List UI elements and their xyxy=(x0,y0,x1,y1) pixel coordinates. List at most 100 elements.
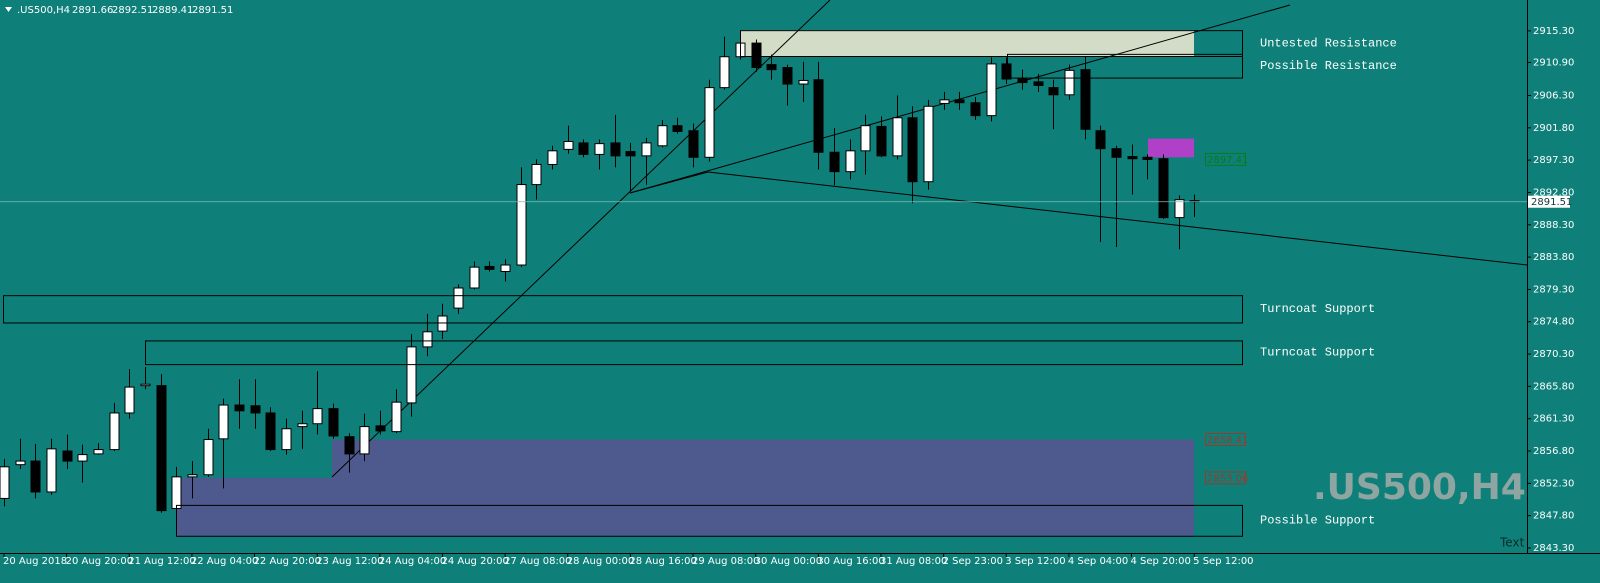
candle-body xyxy=(484,265,495,270)
candle-body xyxy=(1111,148,1122,158)
x-tick-label: 22 Aug 04:00 xyxy=(191,556,258,567)
candle-body xyxy=(437,315,448,332)
y-tick-label: 2865.80 xyxy=(1533,381,1574,392)
x-tick-label: 4 Sep 04:00 xyxy=(1068,556,1128,567)
y-tick-label: 2879.30 xyxy=(1533,284,1574,295)
x-tick-label: 21 Aug 12:00 xyxy=(128,556,195,567)
zone-box xyxy=(1007,53,1243,79)
corner-text[interactable]: Text xyxy=(1499,536,1525,550)
ohlc-open: 2891.66 xyxy=(72,5,113,16)
candle-body xyxy=(986,63,997,117)
candle-body xyxy=(845,150,856,173)
candle-body xyxy=(375,425,386,432)
candle-body xyxy=(531,163,542,186)
y-tick-label: 2883.80 xyxy=(1533,252,1574,263)
level-box xyxy=(1205,152,1246,166)
candle-body xyxy=(281,428,292,451)
trend-line xyxy=(629,171,709,194)
candle-body xyxy=(813,79,824,153)
bid-box xyxy=(1528,195,1570,208)
level-box xyxy=(1205,432,1246,446)
trend-line xyxy=(707,171,1528,266)
candle-body xyxy=(610,142,621,157)
y-tick-label: 2856.80 xyxy=(1533,446,1574,457)
zone-label: Possible Support xyxy=(1260,513,1375,527)
candle-body xyxy=(328,408,339,437)
ohlc-low: 2889.41 xyxy=(152,5,193,16)
candle-body xyxy=(751,42,762,69)
level-box xyxy=(1205,471,1246,485)
candle-body xyxy=(578,142,589,155)
zone-box xyxy=(176,504,1243,537)
candle-body xyxy=(406,346,417,404)
x-tick-label: 28 Aug 16:00 xyxy=(629,556,696,567)
x-tick-label: 2 Sep 23:00 xyxy=(943,556,1003,567)
candle-body xyxy=(62,450,73,462)
candle-body xyxy=(672,125,683,132)
candle-body xyxy=(0,466,10,499)
zone-label: Turncoat Support xyxy=(1260,302,1375,316)
zone-label: Possible Resistance xyxy=(1260,59,1397,73)
candle-body xyxy=(391,401,402,433)
candle-body xyxy=(187,474,198,478)
x-tick-label: 24 Aug 04:00 xyxy=(379,556,446,567)
zone-box xyxy=(145,340,1243,366)
level-label: 2858.41 xyxy=(1207,435,1248,446)
zone-label: Untested Resistance xyxy=(1260,36,1397,50)
level-label: 2897.41 xyxy=(1207,155,1248,166)
support-area xyxy=(176,439,1194,536)
bid-label: 2891.51 xyxy=(1531,197,1572,208)
candle-body xyxy=(1017,78,1028,84)
candle-body xyxy=(1080,69,1091,130)
candle-body xyxy=(77,454,88,462)
x-tick-label: 29 Aug 08:00 xyxy=(692,556,759,567)
y-tick-label: 2901.80 xyxy=(1533,123,1574,134)
candle-body xyxy=(250,405,261,414)
candle-body xyxy=(547,150,558,165)
x-tick-label: 20 Aug 20:00 xyxy=(66,556,133,567)
candle-body xyxy=(422,331,433,348)
x-tick-label: 30 Aug 00:00 xyxy=(755,556,822,567)
candle-body xyxy=(923,105,934,183)
y-tick-label: 2915.30 xyxy=(1533,26,1574,37)
candle-body xyxy=(641,142,652,157)
x-tick-label: 5 Sep 12:00 xyxy=(1193,556,1253,567)
candle-body xyxy=(359,426,370,455)
candle-body xyxy=(563,140,574,150)
candle-body xyxy=(954,99,965,104)
menu-triangle[interactable] xyxy=(5,7,12,12)
candle-body xyxy=(594,143,605,155)
x-tick-label: 28 Aug 00:00 xyxy=(567,556,634,567)
x-tick-label: 4 Sep 20:00 xyxy=(1131,556,1191,567)
candle-body xyxy=(704,87,715,158)
y-tick-label: 2874.80 xyxy=(1533,317,1574,328)
y-tick-label: 2897.30 xyxy=(1533,155,1574,166)
candle-body xyxy=(156,385,167,512)
candle-body xyxy=(876,125,887,157)
candle-body xyxy=(782,67,793,85)
candle-body xyxy=(892,117,903,157)
candle-body xyxy=(453,287,464,309)
zone-fill xyxy=(740,30,1194,57)
zone-label: Turncoat Support xyxy=(1260,345,1375,359)
candle-body xyxy=(171,476,182,509)
y-tick-label: 2861.30 xyxy=(1533,414,1574,425)
x-tick-label: 22 Aug 20:00 xyxy=(254,556,321,567)
candle-body xyxy=(124,386,135,414)
level-label: 2853.06 xyxy=(1207,473,1248,484)
x-tick-label: 31 Aug 08:00 xyxy=(880,556,947,567)
y-tick-label: 2892.80 xyxy=(1533,187,1574,198)
candle-body xyxy=(1033,81,1044,86)
zone-box xyxy=(3,295,1243,324)
candle-body xyxy=(344,436,355,455)
ohlc-close: 2891.51 xyxy=(192,5,233,16)
candle-body xyxy=(970,102,981,117)
x-tick-label: 24 Aug 20:00 xyxy=(441,556,508,567)
candle-body xyxy=(234,404,245,412)
candle-body xyxy=(1158,158,1169,219)
candle-body xyxy=(1127,156,1138,160)
candle-body xyxy=(1048,87,1059,96)
y-tick-label: 2870.30 xyxy=(1533,349,1574,360)
